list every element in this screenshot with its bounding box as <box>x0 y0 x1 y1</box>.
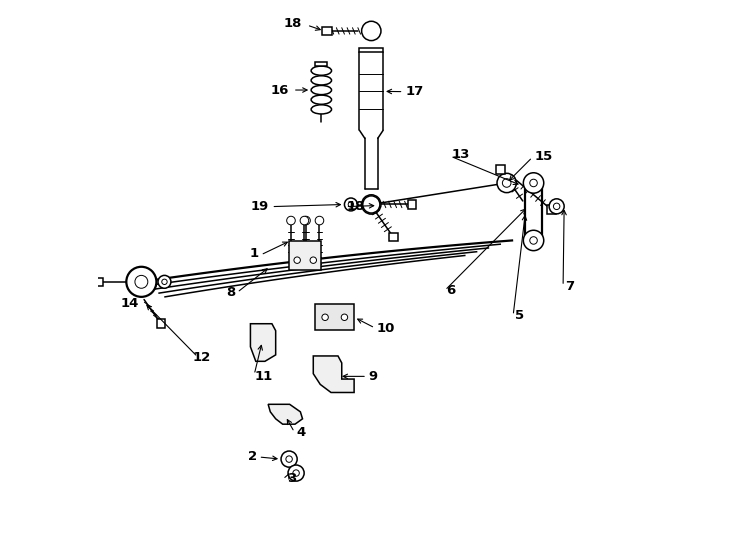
Text: 10: 10 <box>377 321 395 334</box>
Bar <box>408 200 416 209</box>
Bar <box>547 205 556 214</box>
Polygon shape <box>250 323 276 361</box>
Circle shape <box>549 199 564 214</box>
Circle shape <box>523 173 544 193</box>
Text: 11: 11 <box>254 370 272 383</box>
Bar <box>316 305 354 330</box>
Text: 13: 13 <box>452 148 470 161</box>
Text: 5: 5 <box>515 309 524 322</box>
Circle shape <box>497 173 516 193</box>
Circle shape <box>302 216 310 225</box>
Bar <box>97 278 103 286</box>
Circle shape <box>344 198 357 211</box>
Circle shape <box>341 314 348 321</box>
Ellipse shape <box>311 85 332 94</box>
Circle shape <box>287 216 295 225</box>
Text: 18: 18 <box>283 17 302 30</box>
Bar <box>289 241 321 270</box>
Text: 7: 7 <box>564 280 574 293</box>
Polygon shape <box>313 356 354 393</box>
Circle shape <box>553 203 560 210</box>
Circle shape <box>530 237 537 244</box>
Text: 18: 18 <box>346 200 365 213</box>
Circle shape <box>288 465 304 481</box>
Circle shape <box>293 470 299 476</box>
Bar <box>360 48 383 52</box>
Text: 14: 14 <box>121 297 139 310</box>
Circle shape <box>294 257 300 264</box>
Circle shape <box>300 216 309 225</box>
Circle shape <box>310 257 316 264</box>
Bar <box>389 233 398 241</box>
Circle shape <box>362 195 381 214</box>
Circle shape <box>286 456 292 462</box>
Circle shape <box>523 230 544 251</box>
Ellipse shape <box>311 76 332 85</box>
Circle shape <box>530 179 537 187</box>
Circle shape <box>322 314 328 321</box>
Circle shape <box>363 196 380 213</box>
Circle shape <box>502 179 511 187</box>
Bar <box>322 26 332 35</box>
Ellipse shape <box>311 95 332 104</box>
Text: 15: 15 <box>534 150 553 163</box>
Circle shape <box>348 202 354 207</box>
Bar <box>496 165 505 173</box>
Ellipse shape <box>311 66 332 75</box>
Text: 4: 4 <box>296 426 305 438</box>
Bar <box>315 62 327 66</box>
Circle shape <box>362 21 381 40</box>
Circle shape <box>315 216 324 225</box>
Polygon shape <box>268 404 302 424</box>
Text: 17: 17 <box>406 85 424 98</box>
Text: 3: 3 <box>288 472 297 485</box>
Circle shape <box>161 279 167 285</box>
Text: 6: 6 <box>446 284 456 297</box>
Text: 16: 16 <box>271 84 289 97</box>
Text: 1: 1 <box>250 247 258 260</box>
Text: 8: 8 <box>226 286 236 299</box>
Circle shape <box>135 275 148 288</box>
Circle shape <box>281 451 297 467</box>
Circle shape <box>158 275 171 288</box>
Text: 2: 2 <box>248 450 257 463</box>
Text: 19: 19 <box>251 200 269 213</box>
Bar <box>156 320 165 328</box>
Ellipse shape <box>311 105 332 114</box>
Text: 12: 12 <box>192 350 211 363</box>
Circle shape <box>126 267 156 297</box>
Text: 9: 9 <box>368 370 377 383</box>
